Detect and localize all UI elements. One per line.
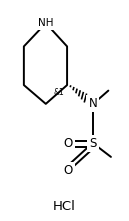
Text: O: O bbox=[64, 164, 73, 177]
Text: N: N bbox=[88, 97, 97, 110]
Text: &1: &1 bbox=[53, 88, 64, 97]
Text: HCl: HCl bbox=[53, 200, 76, 213]
Text: S: S bbox=[89, 137, 97, 150]
Text: NH: NH bbox=[38, 18, 54, 28]
Text: O: O bbox=[64, 137, 73, 150]
